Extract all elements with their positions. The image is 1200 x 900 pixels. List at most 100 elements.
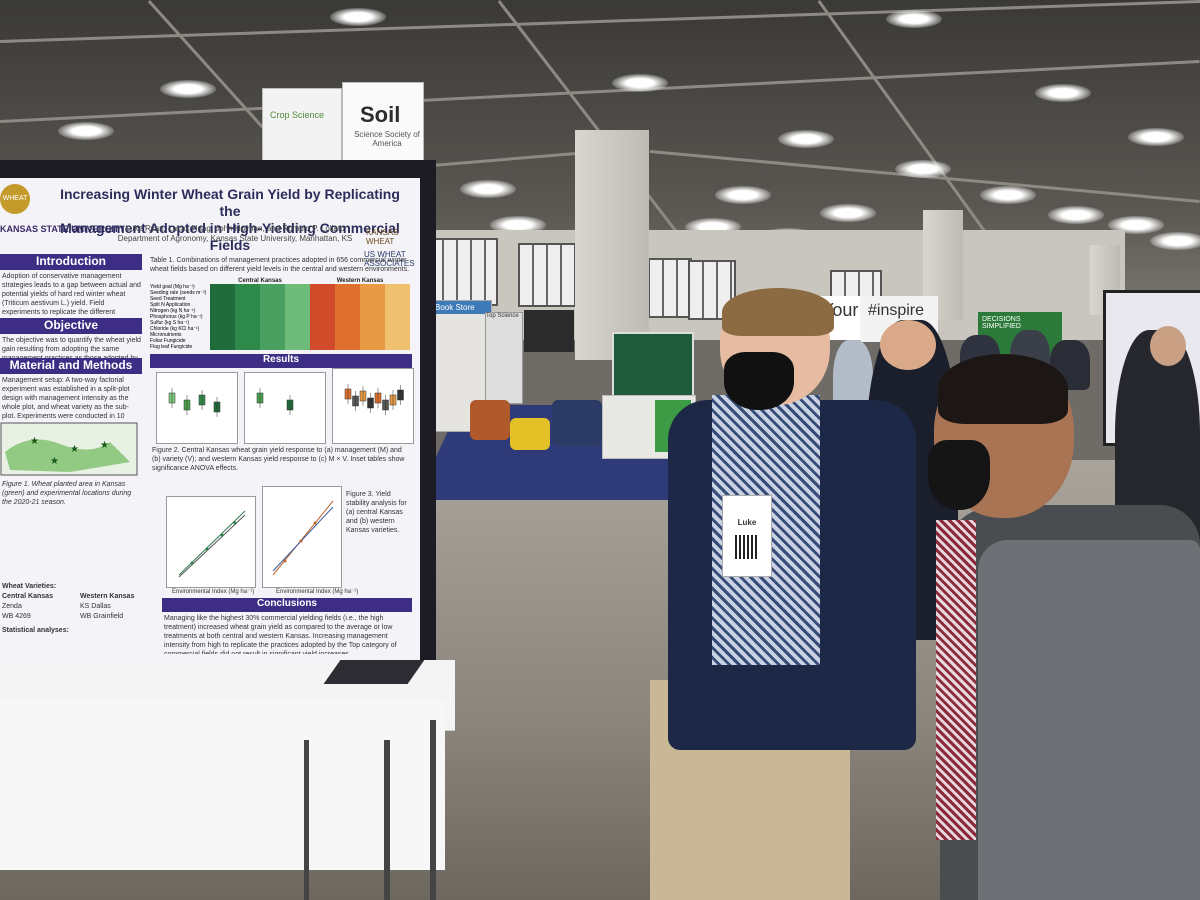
soil-society-text: Science Society of America bbox=[354, 130, 420, 148]
table-cell bbox=[210, 296, 235, 302]
table-cell bbox=[260, 302, 285, 308]
research-poster: WHEAT KANSAS STATE UNIVERSITY Increasing… bbox=[0, 178, 420, 718]
table-cell bbox=[235, 326, 260, 332]
section-results: Results bbox=[150, 354, 412, 368]
table-cell bbox=[260, 284, 285, 290]
board-stand bbox=[430, 720, 436, 900]
table1-region-central: Central Kansas bbox=[238, 278, 282, 284]
table-cell bbox=[260, 296, 285, 302]
varieties-western: Western Kansas bbox=[80, 593, 135, 600]
varieties-central: Central Kansas bbox=[2, 593, 53, 600]
table-cell bbox=[260, 320, 285, 326]
varieties-heading: Wheat Varieties: bbox=[2, 583, 57, 590]
yellow-cube-seat bbox=[510, 418, 550, 450]
table-row: Seed Treatment bbox=[150, 296, 412, 302]
ceiling-light bbox=[330, 8, 386, 26]
table-cell bbox=[360, 332, 385, 338]
ceiling-light bbox=[460, 180, 516, 198]
methods-text: Management setup: A two-way factorial ex… bbox=[2, 377, 130, 420]
figure1-caption: Figure 1. Wheat planted area in Kansas (… bbox=[2, 481, 132, 506]
table-cell bbox=[385, 344, 410, 350]
dark-booth-sign bbox=[524, 310, 574, 352]
table-cell bbox=[235, 338, 260, 344]
table-cell bbox=[210, 332, 235, 338]
ceiling-light bbox=[58, 122, 114, 140]
table-cell bbox=[285, 332, 310, 338]
person-right-mask bbox=[928, 440, 990, 510]
table-cell bbox=[385, 326, 410, 332]
boxplot-management-svg bbox=[168, 388, 221, 417]
wheat-logo: WHEAT bbox=[0, 184, 30, 214]
person-right-hair bbox=[938, 354, 1068, 424]
table-cell bbox=[260, 338, 285, 344]
person-right-backpack bbox=[978, 540, 1200, 900]
table-row-label: Micronutrients bbox=[150, 332, 182, 338]
table1: Central Kansas Western Kansas Yield goal… bbox=[150, 278, 412, 350]
display-table-cloth bbox=[0, 700, 445, 870]
crop-science-logo: Crop Science bbox=[270, 110, 325, 120]
table-cell bbox=[285, 338, 310, 344]
axis-env-index-a: Environmental Index (Mg ha⁻¹) bbox=[172, 589, 255, 595]
introduction-text: Adoption of conservative management stra… bbox=[2, 273, 141, 316]
boxplot-interaction-svg bbox=[344, 384, 404, 415]
table-cell bbox=[385, 290, 410, 296]
kansas-map: ★ ★ ★ ★ bbox=[0, 422, 138, 476]
booth-display: Top Science bbox=[485, 312, 523, 404]
boxplot-variety bbox=[244, 372, 326, 444]
stability-central-svg bbox=[178, 510, 246, 578]
poster-title-line2: Management Adopted in High-Yielding Comm… bbox=[60, 220, 400, 253]
table-cell bbox=[235, 314, 260, 320]
table-cell bbox=[385, 332, 410, 338]
variety-wb4269: WB 4269 bbox=[2, 613, 31, 620]
table-cell bbox=[210, 302, 235, 308]
kansas-wheat-logo: KANSAS WHEAT bbox=[366, 228, 399, 246]
table-row: Micronutrients bbox=[150, 332, 412, 338]
poster-title: Increasing Winter Wheat Grain Yield by R… bbox=[50, 186, 410, 254]
stability-western-svg bbox=[272, 500, 334, 576]
orange-armchair bbox=[470, 400, 510, 440]
table-cell bbox=[310, 284, 335, 290]
poster-title-line1: Increasing Winter Wheat Grain Yield by R… bbox=[60, 186, 400, 219]
table-cell bbox=[335, 296, 360, 302]
table-cell bbox=[285, 290, 310, 296]
table-cell bbox=[335, 284, 360, 290]
attendee-head bbox=[1150, 326, 1186, 366]
table-cell bbox=[335, 302, 360, 308]
table-cell bbox=[285, 320, 310, 326]
table-row-label: Foliar Fungicide bbox=[150, 338, 186, 344]
ceiling-light bbox=[715, 186, 771, 204]
table-row-label: Yield goal (Mg ha⁻¹) bbox=[150, 284, 195, 290]
section-methods: Material and Methods bbox=[0, 358, 142, 374]
table-cell bbox=[310, 338, 335, 344]
table-cell bbox=[260, 326, 285, 332]
name-badge: Luke bbox=[722, 495, 772, 577]
table-cell bbox=[285, 296, 310, 302]
table-cell bbox=[210, 326, 235, 332]
table-cell bbox=[310, 344, 335, 350]
ceiling-light bbox=[980, 186, 1036, 204]
attendee-head bbox=[880, 320, 936, 370]
svg-text:★: ★ bbox=[50, 456, 59, 467]
table-cell bbox=[335, 320, 360, 326]
table-cell bbox=[235, 320, 260, 326]
table-cell bbox=[360, 308, 385, 314]
table-cell bbox=[285, 302, 310, 308]
table-row: Split N Application bbox=[150, 302, 412, 308]
poster-authors: Luke Ryan, Lucas Haag, John Holman, and … bbox=[90, 224, 380, 244]
table-cell bbox=[335, 290, 360, 296]
table1-region-western: Western Kansas bbox=[336, 278, 384, 284]
table-cell bbox=[360, 314, 385, 320]
table-cell bbox=[360, 290, 385, 296]
us-wheat-logo: US WHEAT ASSOCIATES bbox=[364, 250, 415, 268]
variety-zenda: Zenda bbox=[2, 603, 22, 610]
cube-face-left bbox=[262, 88, 342, 172]
table-row-label: Chloride (kg KCl ha⁻¹) bbox=[150, 326, 200, 332]
ceiling-light bbox=[612, 74, 668, 92]
table-cell bbox=[260, 290, 285, 296]
table-cell bbox=[310, 290, 335, 296]
table-leg bbox=[384, 740, 390, 900]
variety-ks-dallas: KS Dallas bbox=[80, 603, 111, 610]
table-row-label: Seed Treatment bbox=[150, 296, 186, 302]
stability-plot-central bbox=[166, 496, 256, 588]
